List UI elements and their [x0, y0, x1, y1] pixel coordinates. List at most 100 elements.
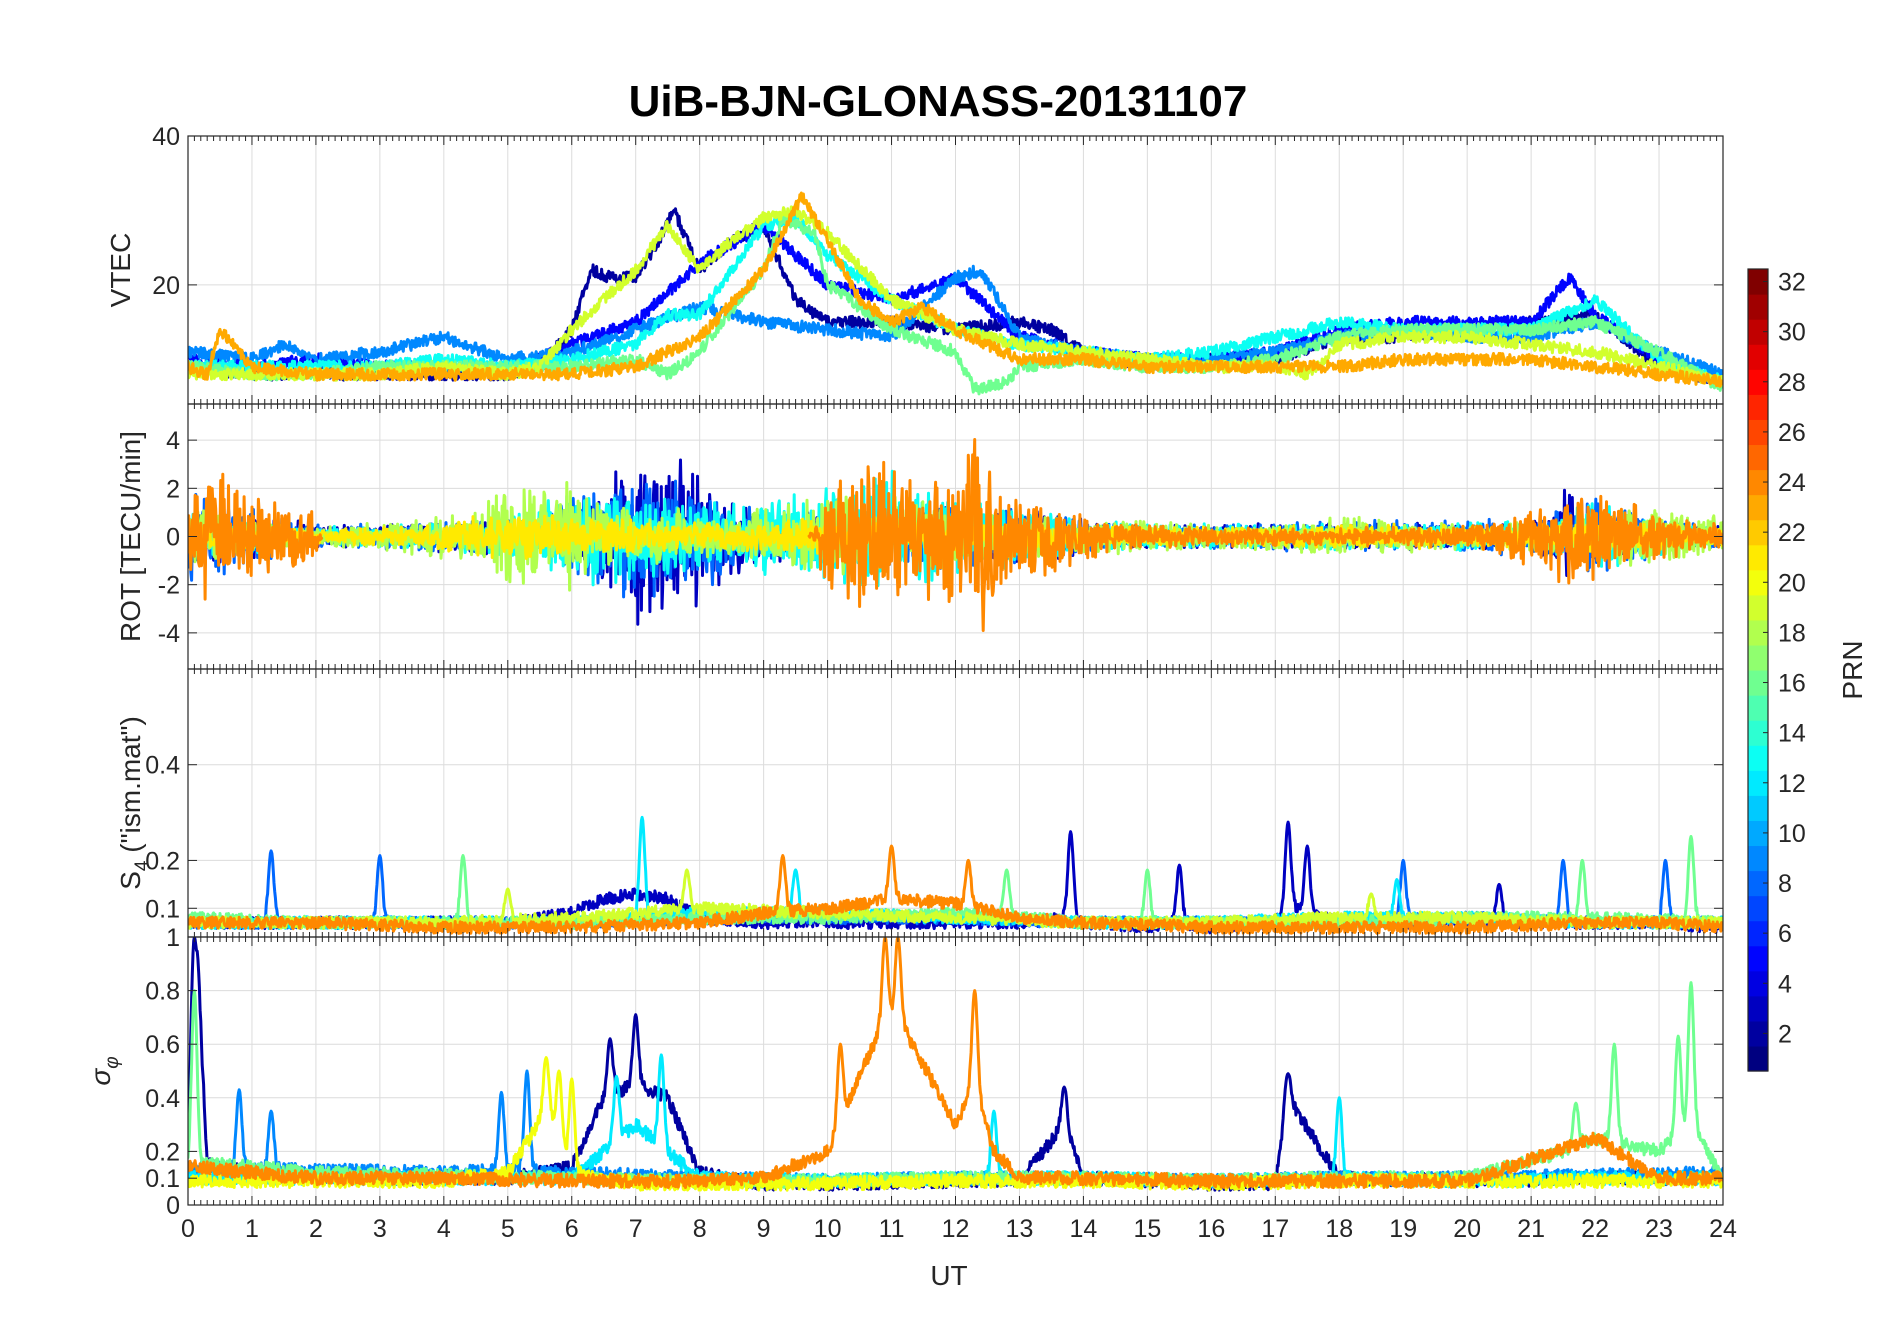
x-tick-label: 7: [629, 1215, 643, 1243]
y-tick-label-sigma_phi: 0.8: [145, 978, 180, 1006]
colorbar-swatch: [1748, 344, 1768, 370]
x-tick-label: 0: [181, 1215, 195, 1243]
y-axis-label-s4: S4 ("ism.mat"): [115, 716, 153, 890]
panel-s4: 0.1 0.2 0.4S4 ("ism.mat"): [115, 668, 1724, 938]
colorbar-swatch: [1748, 469, 1768, 496]
x-tick-label: 11: [879, 1215, 905, 1243]
colorbar-tick-label: 32: [1778, 269, 1806, 297]
y-tick-label-sigma_phi: 0.2: [145, 1138, 180, 1166]
colorbar-tick-label: 8: [1778, 870, 1792, 898]
colorbar-swatch: [1748, 569, 1768, 596]
colorbar-swatch: [1748, 619, 1768, 646]
colorbar-tick-label: 26: [1778, 419, 1806, 447]
colorbar-tick-label: 6: [1778, 920, 1792, 948]
x-tick-label: 12: [942, 1215, 970, 1243]
y-axis-label-vtec: VTEC: [105, 233, 136, 308]
colorbar-tick-label: 22: [1778, 519, 1806, 547]
series-group-rot: [188, 438, 1723, 632]
colorbar-swatch: [1748, 695, 1768, 721]
x-tick-label: 21: [1517, 1215, 1545, 1243]
series-group-vtec: [188, 191, 1723, 396]
y-tick-label-rot: 0: [166, 524, 180, 552]
colorbar-swatch: [1748, 294, 1768, 320]
y-axis-label-rot: ROT [TECU/min]: [115, 431, 146, 642]
x-tick-label: 22: [1581, 1215, 1609, 1243]
colorbar-swatch: [1748, 895, 1768, 922]
x-tick-label: 18: [1325, 1215, 1353, 1243]
x-tick-label: 15: [1133, 1215, 1161, 1243]
x-tick-label: 16: [1197, 1215, 1225, 1243]
x-tick-label: 4: [437, 1215, 451, 1243]
x-tick-label: 8: [693, 1215, 707, 1243]
y-tick-label-s4: 0.4: [145, 752, 180, 780]
colorbar-swatch: [1748, 795, 1768, 821]
x-tick-label: 14: [1070, 1215, 1098, 1243]
colorbar-swatch: [1748, 1045, 1768, 1072]
x-tick-label: 1: [245, 1215, 259, 1243]
x-tick-label: 24: [1709, 1215, 1737, 1243]
colorbar-swatch: [1748, 594, 1768, 621]
colorbar-swatch: [1748, 369, 1768, 395]
colorbar-swatch: [1748, 670, 1768, 696]
y-tick-label-sigma_phi: 1: [166, 924, 180, 952]
chart-title: UiB-BJN-GLONASS-20131107: [629, 77, 1248, 126]
sigma_phi-series-prn-24: [188, 937, 1723, 1190]
colorbar-swatch: [1748, 845, 1768, 872]
vtec-series-prn-9: [188, 264, 1723, 382]
series-group-sigma_phi: [188, 937, 1723, 1192]
colorbar-label: PRN: [1837, 640, 1868, 699]
colorbar-swatch: [1748, 444, 1768, 471]
x-tick-label: 2: [309, 1215, 323, 1243]
x-tick-label: 9: [757, 1215, 771, 1243]
colorbar-swatch: [1748, 494, 1768, 521]
y-tick-label-sigma_phi: 0: [166, 1192, 180, 1220]
colorbar-swatch: [1748, 319, 1768, 345]
colorbar-swatch: [1748, 770, 1768, 796]
y-tick-label-rot: 2: [166, 475, 180, 503]
colorbar-tick-label: 14: [1778, 720, 1806, 748]
y-tick-label-rot: -4: [158, 620, 180, 648]
y-axis-label-sigma_phi: σφ: [85, 1056, 123, 1085]
colorbar-tick-label: 2: [1778, 1020, 1792, 1048]
colorbar-swatch: [1748, 720, 1768, 746]
y-tick-label-rot: 4: [166, 427, 180, 455]
y-tick-label-s4: 0.2: [145, 847, 180, 875]
colorbar-swatch: [1748, 644, 1768, 671]
y-tick-label-sigma_phi: 0.1: [145, 1165, 180, 1193]
colorbar-tick-label: 20: [1778, 569, 1806, 597]
colorbar-swatch: [1748, 419, 1768, 446]
colorbar-frame: [1747, 268, 1769, 1072]
x-tick-label: 13: [1006, 1215, 1034, 1243]
x-tick-label: 19: [1389, 1215, 1417, 1243]
colorbar-swatch: [1748, 970, 1768, 997]
x-tick-label: 3: [373, 1215, 387, 1243]
colorbar-tick-label: 30: [1778, 319, 1806, 347]
colorbar-swatch: [1748, 394, 1768, 420]
colorbar-tick-label: 4: [1778, 970, 1792, 998]
colorbar-tick-label: 28: [1778, 369, 1806, 397]
colorbar-swatch: [1748, 920, 1768, 947]
colorbar-tick-label: 16: [1778, 670, 1806, 698]
colorbar-tick-label: 10: [1778, 820, 1806, 848]
colorbar-swatch: [1748, 745, 1768, 771]
colorbar-swatch: [1748, 870, 1768, 897]
x-axis-label: UT: [930, 1260, 967, 1291]
x-tick-label: 10: [814, 1215, 842, 1243]
x-tick-label: 6: [565, 1215, 579, 1243]
y-tick-label-s4: 0.1: [145, 895, 180, 923]
ticks-s4: 0.1 0.2 0.4: [145, 669, 1724, 937]
colorbar-swatch: [1748, 820, 1768, 847]
panel-rot: -4 -2 0 2 4 ROT [TECU/min]: [115, 403, 1724, 670]
vtec-series-prn-23: [188, 191, 1723, 388]
y-tick-label-sigma_phi: 0.6: [145, 1031, 180, 1059]
colorbar-tick-label: 18: [1778, 619, 1806, 647]
ticks-sigma_phi: 00.10.20.40.60.810 1 2 3 4 5 6 7 8 9 10 11 12 13 14 15 1…: [145, 924, 1737, 1243]
y-tick-label-sigma_phi: 0.4: [145, 1085, 180, 1113]
y-tick-label-vtec: 40: [152, 123, 180, 151]
x-tick-label: 5: [501, 1215, 515, 1243]
